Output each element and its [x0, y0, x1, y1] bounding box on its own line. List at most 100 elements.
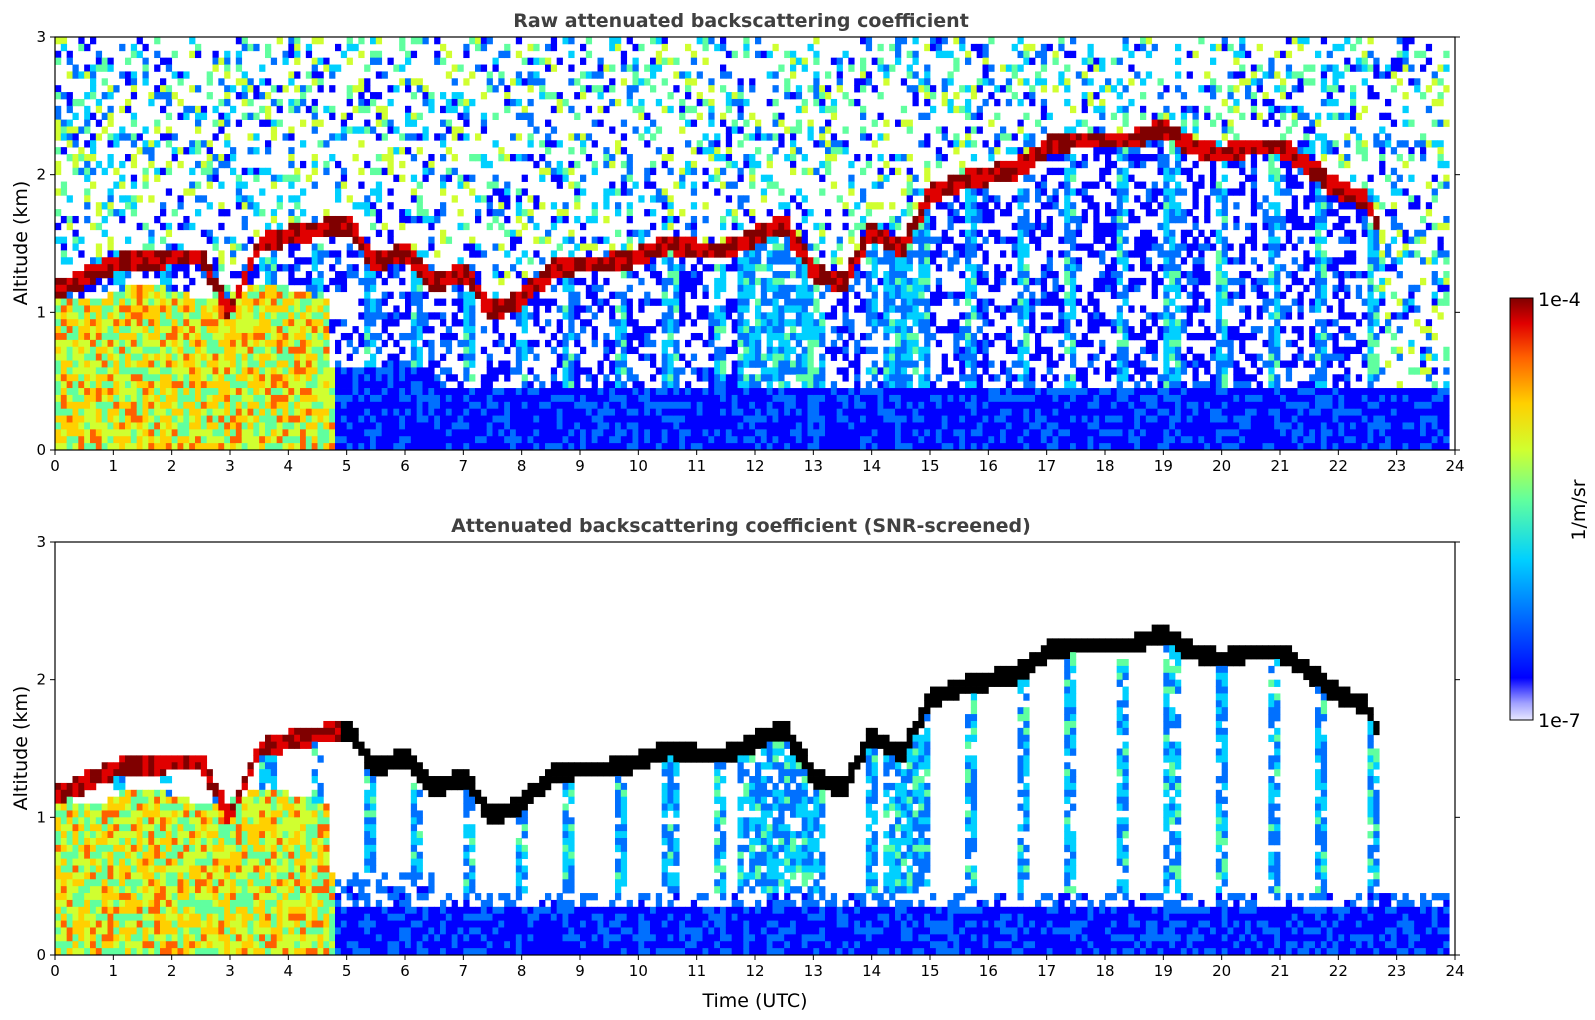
heatmap-cell: [259, 291, 266, 299]
heatmap-cell: [813, 339, 820, 348]
heatmap-cell: [766, 98, 773, 107]
heatmap-cell: [154, 339, 161, 348]
heatmap-cell: [480, 160, 488, 169]
heatmap-cell: [778, 250, 785, 258]
heatmap-cell: [90, 133, 97, 141]
heatmap-cell: [469, 374, 476, 382]
heatmap-cell: [854, 394, 861, 403]
heatmap-cell: [142, 243, 149, 251]
heatmap-cell: [125, 401, 132, 410]
heatmap-cell: [463, 243, 470, 251]
heatmap-cell: [241, 305, 248, 313]
heatmap-cell: [358, 443, 365, 450]
heatmap-cell: [871, 57, 878, 65]
heatmap-cell: [743, 264, 750, 272]
heatmap-cell: [480, 43, 488, 52]
heatmap-cell: [521, 305, 528, 313]
heatmap-cell: [300, 291, 307, 299]
heatmap-cell: [521, 443, 528, 450]
heatmap-cell: [160, 360, 167, 368]
heatmap-cell: [755, 401, 762, 410]
heatmap-cell: [638, 415, 645, 423]
heatmap-cell: [743, 319, 750, 327]
heatmap-cell: [714, 140, 721, 148]
heatmap-cell: [428, 167, 435, 176]
heatmap-cell: [253, 133, 260, 141]
heatmap-cell: [504, 367, 511, 375]
heatmap-cell: [708, 388, 715, 396]
heatmap-cell: [889, 264, 896, 272]
heatmap-cell: [720, 381, 727, 389]
heatmap-cell: [603, 332, 610, 341]
heatmap-cell: [55, 436, 62, 444]
heatmap-cell: [545, 264, 552, 272]
heatmap-cell: [352, 250, 359, 258]
heatmap-cell: [545, 57, 552, 65]
heatmap-cell: [527, 140, 534, 148]
heatmap-cell: [130, 140, 138, 148]
heatmap-cell: [381, 436, 388, 444]
heatmap-cell: [825, 394, 832, 403]
heatmap-cell: [632, 408, 639, 416]
heatmap-cell: [760, 291, 768, 299]
heatmap-cell: [836, 78, 843, 86]
heatmap-cell: [848, 209, 855, 217]
heatmap-cell: [253, 202, 260, 210]
heatmap-cell: [323, 222, 330, 231]
heatmap-cell: [434, 381, 441, 389]
heatmap-cell: [562, 443, 569, 450]
heatmap-cell: [731, 209, 738, 217]
heatmap-cell: [177, 312, 184, 320]
heatmap-cell: [673, 215, 680, 224]
heatmap-cell: [282, 381, 289, 389]
heatmap-cell: [492, 264, 499, 272]
heatmap-cell: [84, 415, 91, 423]
heatmap-cell: [498, 394, 505, 403]
heatmap-cell: [160, 92, 167, 100]
heatmap-cell: [749, 401, 756, 410]
heatmap-cell: [679, 71, 686, 79]
heatmap-cell: [241, 271, 248, 279]
heatmap-cell: [84, 374, 91, 382]
heatmap-cell: [90, 140, 97, 148]
heatmap-cell: [364, 408, 371, 416]
heatmap-cell: [317, 250, 324, 258]
heatmap-cell: [790, 360, 797, 368]
heatmap-cell: [620, 360, 628, 368]
heatmap-cell: [521, 381, 528, 389]
heatmap-cell: [335, 222, 342, 231]
heatmap-cell: [615, 332, 622, 341]
heatmap-cell: [288, 160, 295, 169]
heatmap-cell: [609, 415, 616, 423]
heatmap-cell: [276, 401, 283, 410]
heatmap-cell: [463, 374, 470, 382]
heatmap-cell: [603, 422, 610, 430]
heatmap-cell: [375, 381, 383, 389]
heatmap-cell: [224, 64, 231, 72]
heatmap-cell: [428, 436, 435, 444]
heatmap-cell: [515, 305, 523, 313]
heatmap-cell: [685, 160, 692, 169]
heatmap-cell: [457, 415, 464, 423]
heatmap-cell: [480, 408, 488, 416]
heatmap-cell: [620, 57, 628, 65]
heatmap-cell: [434, 394, 441, 403]
heatmap-cell: [632, 250, 639, 258]
heatmap-cell: [171, 312, 178, 320]
heatmap-cell: [305, 50, 313, 59]
heatmap-cell: [218, 222, 225, 231]
heatmap-cell: [504, 401, 511, 410]
heatmap-cell: [889, 326, 896, 334]
heatmap-cell: [696, 250, 703, 258]
heatmap-cell: [323, 360, 330, 368]
heatmap-cell: [527, 388, 534, 396]
heatmap-cell: [842, 284, 849, 293]
heatmap-cell: [562, 367, 569, 375]
heatmap-cell: [760, 429, 768, 437]
heatmap-cell: [154, 119, 161, 127]
heatmap-cell: [265, 271, 272, 279]
heatmap-cell: [527, 71, 534, 79]
heatmap-cell: [136, 367, 143, 375]
heatmap-cell: [457, 126, 464, 134]
heatmap-cell: [737, 236, 744, 244]
